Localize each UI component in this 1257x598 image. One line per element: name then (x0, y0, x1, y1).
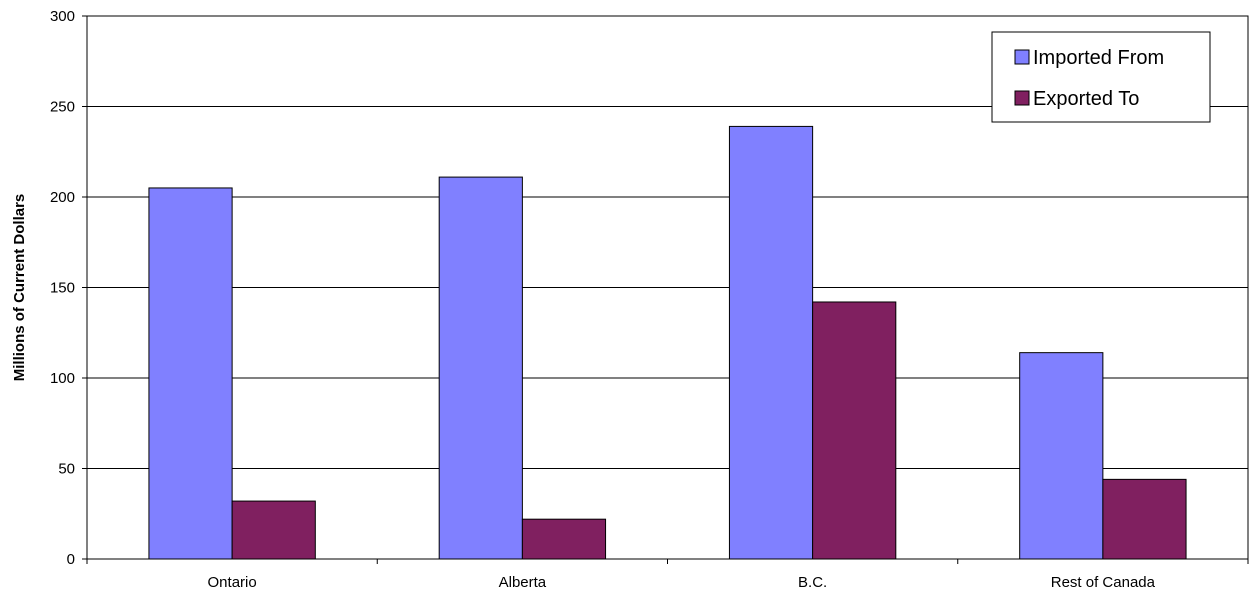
bar-imported-from-alberta (438, 176, 523, 560)
y-tick-label: 0 (67, 551, 75, 568)
bar-imported-from-b-c- (728, 125, 814, 560)
y-tick-label: 100 (50, 370, 75, 387)
legend: Imported From Exported To (991, 31, 1211, 123)
y-tick-label: 300 (50, 8, 75, 25)
y-tick-label: 200 (50, 189, 75, 206)
bars (148, 125, 1187, 560)
bar-exported-to-rest-of-canada (1102, 478, 1187, 560)
y-tick-label: 150 (50, 280, 75, 297)
x-tick-label: Alberta (499, 574, 547, 591)
y-axis-title: Millions of Current Dollars (11, 194, 28, 382)
x-tick-label: Rest of Canada (1051, 574, 1156, 591)
x-tick-label: B.C. (798, 574, 827, 591)
x-tick-label: Ontario (208, 574, 257, 591)
bar-imported-from-rest-of-canada (1019, 352, 1104, 560)
bar-exported-to-b-c- (812, 301, 897, 560)
y-tick-label: 50 (58, 461, 75, 478)
legend-box (991, 31, 1211, 123)
legend-swatch (1014, 90, 1030, 106)
bar-exported-to-alberta (521, 518, 607, 560)
legend-label: Exported To (1033, 88, 1139, 110)
x-axis-ticks: Ontario Alberta B.C. Rest of Canada (86, 559, 1249, 591)
y-axis-ticks: 0 50 100 150 200 250 300 (50, 8, 87, 568)
y-tick-label: 250 (50, 99, 75, 116)
legend-label: Imported From (1033, 47, 1164, 69)
bar-exported-to-ontario (231, 500, 316, 560)
bar-imported-from-ontario (148, 187, 233, 560)
legend-swatch (1014, 49, 1030, 65)
